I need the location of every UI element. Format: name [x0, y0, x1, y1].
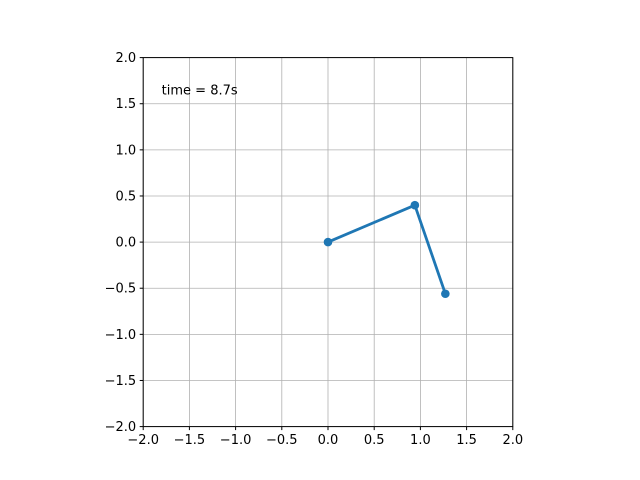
y-tick-label: 2.0	[116, 51, 137, 66]
x-tick-label: −2.0	[127, 433, 159, 448]
y-tick-label: −2.0	[105, 420, 137, 435]
data-point-marker	[323, 237, 333, 247]
x-tick-label: 1.5	[456, 433, 477, 448]
x-tick-label: 2.0	[502, 433, 523, 448]
x-tick-label: −0.5	[266, 433, 298, 448]
x-tick-label: 0.5	[364, 433, 385, 448]
y-tick-label: −1.5	[105, 374, 137, 389]
data-point-marker	[441, 289, 450, 299]
y-tick-label: 1.0	[116, 143, 137, 158]
y-tick-label: 0.0	[116, 236, 137, 251]
x-tick-label: 1.0	[410, 433, 431, 448]
y-tick-label: −1.0	[105, 328, 137, 343]
y-tick-label: 0.5	[116, 189, 137, 204]
x-tick-label: −1.5	[174, 433, 206, 448]
x-tick-label: 0.0	[318, 433, 339, 448]
y-tick-label: −0.5	[105, 282, 137, 297]
time-annotation: time = 8.7s	[162, 84, 238, 99]
y-tick-label: 1.5	[116, 97, 137, 112]
data-point-marker	[410, 200, 420, 210]
x-tick-label: −1.0	[220, 433, 252, 448]
